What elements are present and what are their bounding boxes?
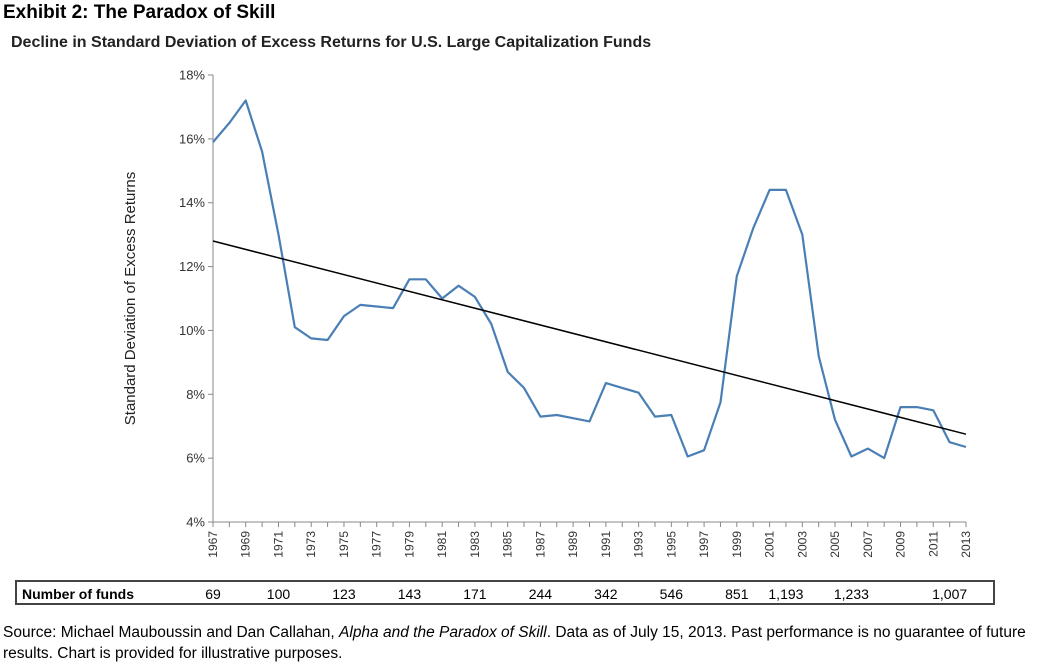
x-tick-label: 2003 <box>795 531 809 558</box>
x-tick-label: 1971 <box>271 531 285 558</box>
x-tick-label: 1975 <box>337 531 351 558</box>
exhibit-title: Exhibit 2: The Paradox of Skill <box>3 2 276 23</box>
x-tick-label: 1997 <box>697 531 711 558</box>
x-tick-label: 1983 <box>468 531 482 558</box>
x-tick-label: 1977 <box>370 531 384 558</box>
y-tick-label: 12% <box>179 259 205 274</box>
x-tick-label: 1999 <box>730 531 744 558</box>
x-tick-label: 1993 <box>632 531 646 558</box>
fund-count: 244 <box>528 586 553 602</box>
fund-count: 143 <box>397 586 422 602</box>
source-note: Source: Michael Mauboussin and Dan Calla… <box>3 622 1039 664</box>
line-chart: 4% 6% 8% 10% 12% 14% 16% 18% Standard Deviation … <box>122 68 973 558</box>
chart-title: Decline in Standard Deviation of Excess … <box>11 34 652 51</box>
y-tick-label: 14% <box>179 195 205 210</box>
x-tick-label: 2011 <box>926 531 940 557</box>
fund-count: 100 <box>266 586 291 602</box>
source-suffix: . Data as of July 15, 2013. Past perform… <box>3 624 1026 662</box>
fund-count: 1,193 <box>768 586 804 602</box>
x-tick-label: 1995 <box>664 531 678 558</box>
x-tick-label: 1969 <box>239 531 253 558</box>
x-tick-label: 1979 <box>402 531 416 558</box>
x-tick-label: 1967 <box>206 531 220 558</box>
x-tick-label: 2009 <box>894 531 908 558</box>
x-tick-label: 1973 <box>304 531 318 558</box>
fund-count: 69 <box>205 586 221 602</box>
fund-count: 1,007 <box>932 586 968 602</box>
x-tick-label: 2007 <box>861 531 875 558</box>
series-line <box>212 99 967 460</box>
fund-count: 171 <box>463 586 487 602</box>
trend-line <box>212 240 967 435</box>
x-tick-label: 1987 <box>533 531 547 558</box>
y-tick-label: 6% <box>186 451 205 466</box>
number-of-funds-label: Number of funds <box>22 586 134 602</box>
x-tick-label: 1991 <box>599 531 613 558</box>
x-tick-label: 2005 <box>828 531 842 558</box>
y-tick-label: 18% <box>179 68 205 83</box>
fund-count: 123 <box>332 586 356 602</box>
source-title: Alpha and the Paradox of Skill <box>339 624 547 641</box>
y-tick-label: 16% <box>179 131 205 146</box>
y-tick-label: 10% <box>179 323 205 338</box>
fund-count: 546 <box>659 586 684 602</box>
fund-count: 1,233 <box>833 586 869 602</box>
x-tick-label: 2013 <box>959 531 973 558</box>
x-tick-label: 1981 <box>435 531 449 558</box>
x-tick-label: 2001 <box>763 531 777 558</box>
y-tick-label: 4% <box>186 515 205 530</box>
source-prefix: Source: Michael Mauboussin and Dan Calla… <box>3 624 340 641</box>
number-of-funds-table: Number of funds 69 100 123 143 171 244 342 546 8… <box>15 580 995 605</box>
y-tick-label: 8% <box>186 387 205 402</box>
y-axis-title: Standard Deviation of Excess Returns <box>122 172 139 425</box>
x-tick-label: 1989 <box>566 531 580 558</box>
x-tick-label: 1985 <box>501 531 515 558</box>
fund-count: 342 <box>594 586 618 602</box>
fund-count: 851 <box>725 586 749 602</box>
